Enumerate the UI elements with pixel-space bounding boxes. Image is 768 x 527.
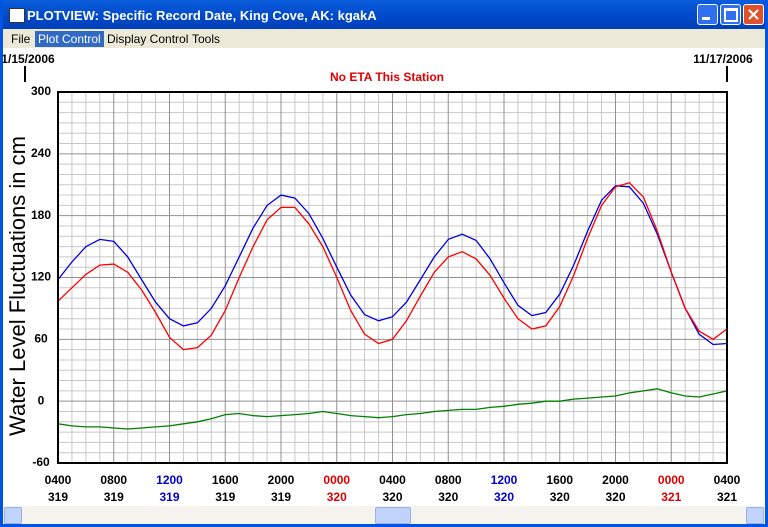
x-tick-day: 320 (438, 490, 458, 504)
y-tick-label: 240 (31, 146, 51, 160)
x-tick-day: 321 (661, 490, 681, 504)
series-line (57, 185, 728, 346)
x-tick-label: 2000 (602, 473, 629, 487)
y-tick-label: 120 (31, 270, 51, 284)
minimize-button[interactable] (697, 4, 718, 25)
scroll-right[interactable] (746, 507, 764, 524)
x-tick-label: 1200 (156, 473, 183, 487)
app-icon (9, 8, 25, 23)
menu-bar: File Plot Control Display Control Tools (3, 29, 765, 48)
y-tick-label: 0 (38, 393, 45, 407)
series-line (57, 181, 728, 351)
x-tick-label: 0800 (435, 473, 462, 487)
menu-item[interactable]: Plot Control (35, 31, 104, 47)
x-tick-day: 319 (48, 490, 68, 504)
x-tick-label: 0800 (100, 473, 127, 487)
x-tick-label: 0000 (658, 473, 685, 487)
maximize-button[interactable] (720, 4, 741, 25)
start-date: 11/15/2006 (3, 52, 55, 66)
x-tick-label: 2000 (268, 473, 295, 487)
x-tick-day: 320 (605, 490, 625, 504)
horizontal-scrollbar[interactable] (3, 506, 765, 524)
x-tick-label: 0400 (379, 473, 406, 487)
x-tick-label: 1200 (491, 473, 518, 487)
x-tick-day: 319 (159, 490, 179, 504)
menu-item[interactable]: Display Control (107, 32, 189, 46)
window-title: PLOTVIEW: Specific Record Date, King Cov… (27, 8, 377, 23)
y-tick-label: -60 (32, 455, 50, 469)
close-icon (748, 9, 759, 20)
plot-frame (57, 91, 728, 464)
scroll-left[interactable] (4, 507, 22, 524)
y-axis-label: Water Level Fluctuations in cm (5, 136, 30, 436)
x-tick-label: 0400 (714, 473, 741, 487)
x-tick-day: 319 (215, 490, 235, 504)
end-date: 11/17/2006 (693, 52, 753, 66)
y-tick-label: 180 (31, 208, 51, 222)
x-tick-day: 319 (104, 490, 124, 504)
y-tick-label: 300 (31, 84, 51, 98)
chart: 11/15/2006 11/17/2006 No ETA This Station W… (3, 48, 765, 506)
menu-item[interactable]: File (11, 32, 31, 46)
x-tick-day: 319 (271, 490, 291, 504)
x-tick-day: 320 (327, 490, 347, 504)
close-button[interactable] (743, 4, 764, 25)
title-bar: PLOTVIEW: Specific Record Date, King Cov… (3, 0, 765, 29)
annotation: No ETA This Station (330, 70, 444, 84)
y-tick-label: 60 (34, 332, 48, 346)
x-tick-day: 320 (494, 490, 514, 504)
x-tick-day: 320 (550, 490, 570, 504)
scroll-thumb[interactable] (375, 507, 411, 524)
series-line (57, 388, 728, 430)
x-tick-label: 1600 (546, 473, 573, 487)
x-tick-label: 0400 (45, 473, 72, 487)
menu-item[interactable]: Tools (192, 32, 221, 46)
x-tick-label: 0000 (323, 473, 350, 487)
x-tick-day: 321 (717, 490, 737, 504)
x-tick-label: 1600 (212, 473, 239, 487)
x-tick-day: 320 (382, 490, 402, 504)
